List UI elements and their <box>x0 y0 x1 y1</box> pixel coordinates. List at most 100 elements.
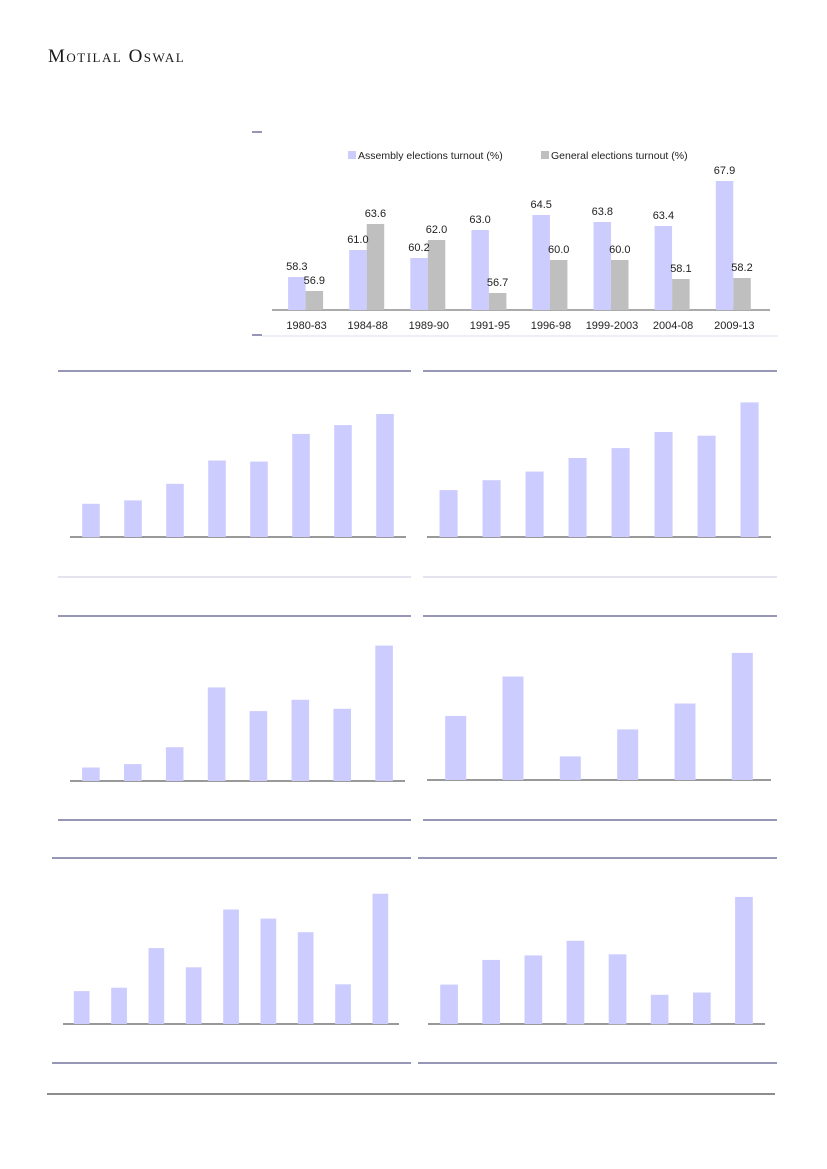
bar-8 <box>376 414 394 537</box>
brand-logo: Motilal Oswal <box>48 46 186 67</box>
label-assembly-2: 61.0 <box>347 234 368 246</box>
x-tick-5: 1996-98 <box>531 320 571 332</box>
bar-4 <box>208 460 226 537</box>
bar-3 <box>524 955 543 1024</box>
bar-assembly-2 <box>349 250 367 310</box>
small-chart-5 <box>63 893 399 1025</box>
bar-6 <box>731 652 753 780</box>
rules <box>47 131 778 1095</box>
bar-8 <box>740 402 759 537</box>
bar-4 <box>185 967 202 1024</box>
bar-6 <box>654 432 673 537</box>
label-assembly-7: 63.4 <box>653 210 674 222</box>
bar-1 <box>440 984 458 1024</box>
bar-assembly-4 <box>471 230 489 310</box>
x-tick-3: 1989-90 <box>409 320 449 332</box>
bar-9 <box>372 893 389 1024</box>
bar-3 <box>166 483 184 537</box>
bar-assembly-1 <box>288 277 306 310</box>
bar-1 <box>445 715 467 780</box>
small-chart-3 <box>70 645 405 782</box>
bar-2 <box>124 500 142 537</box>
bar-4 <box>617 729 639 780</box>
bar-5 <box>223 909 239 1024</box>
bar-6 <box>292 433 310 537</box>
bar-8 <box>375 645 393 781</box>
bar-1 <box>73 991 90 1024</box>
bar-5 <box>249 711 268 781</box>
bar-2 <box>482 480 501 537</box>
bar-1 <box>82 503 100 538</box>
bar-3 <box>165 747 184 781</box>
bar-general-1 <box>305 291 324 310</box>
turnout-chart: Assembly elections turnout (%) General e… <box>272 150 770 332</box>
bar-4 <box>207 687 226 781</box>
label-general-7: 58.1 <box>670 263 691 275</box>
bar-5 <box>674 703 696 780</box>
bar-general-8 <box>733 278 751 310</box>
bar-2 <box>111 987 127 1024</box>
label-general-3: 62.0 <box>426 224 447 236</box>
bar-8 <box>735 896 753 1024</box>
label-general-4: 56.7 <box>487 277 508 289</box>
bar-6 <box>260 918 277 1024</box>
label-assembly-4: 63.0 <box>469 214 490 226</box>
label-general-5: 60.0 <box>548 244 569 256</box>
bar-7 <box>333 708 351 781</box>
bars <box>288 181 751 310</box>
bar-6 <box>650 994 669 1025</box>
x-tick-6: 1999-2003 <box>586 320 639 332</box>
bar-7 <box>697 435 716 537</box>
legend-swatch-general <box>541 151 549 159</box>
bar-1 <box>439 490 458 537</box>
x-tick-1: 1980-83 <box>286 320 326 332</box>
small-chart-1 <box>70 414 406 538</box>
bar-assembly-8 <box>715 181 734 310</box>
data-labels: 58.3 56.9 61.0 63.6 60.2 62.0 63.0 56.7 64.5 60.0… <box>286 165 753 289</box>
label-general-8: 58.2 <box>731 262 752 274</box>
x-tick-2: 1984-88 <box>348 320 388 332</box>
legend: Assembly elections turnout (%) General e… <box>348 150 688 162</box>
small-chart-4 <box>427 652 771 781</box>
label-general-1: 56.9 <box>304 275 325 287</box>
bar-4 <box>566 940 585 1025</box>
bar-general-7 <box>672 279 690 310</box>
label-assembly-6: 63.8 <box>592 206 613 218</box>
bar-2 <box>502 676 524 780</box>
bar-general-5 <box>549 260 568 310</box>
bar-3 <box>525 471 544 537</box>
bar-assembly-3 <box>410 258 428 310</box>
label-assembly-1: 58.3 <box>286 261 307 273</box>
bar-5 <box>250 461 268 537</box>
bar-assembly-7 <box>654 226 673 310</box>
bar-1 <box>82 767 100 781</box>
bar-general-6 <box>611 260 629 310</box>
bar-2 <box>124 764 142 781</box>
bar-assembly-5 <box>532 215 550 310</box>
legend-swatch-assembly <box>348 151 356 159</box>
bar-8 <box>335 984 351 1024</box>
bar-4 <box>568 458 587 537</box>
bar-5 <box>611 448 630 537</box>
label-assembly-5: 64.5 <box>530 199 551 211</box>
x-tick-4: 1991-95 <box>470 320 510 332</box>
bar-general-3 <box>427 240 446 310</box>
bar-3 <box>559 756 581 780</box>
legend-label-general: General elections turnout (%) <box>551 150 688 162</box>
bar-3 <box>148 948 165 1024</box>
x-tick-8: 2009-13 <box>714 320 754 332</box>
bar-5 <box>608 954 627 1025</box>
x-tick-7: 2004-08 <box>653 320 693 332</box>
label-general-2: 63.6 <box>365 208 386 220</box>
bar-general-4 <box>488 293 507 310</box>
bar-7 <box>334 425 352 537</box>
bar-assembly-6 <box>593 222 611 310</box>
bar-2 <box>482 959 500 1024</box>
small-chart-2 <box>427 402 771 538</box>
label-general-6: 60.0 <box>609 244 630 256</box>
small-chart-6 <box>428 896 765 1025</box>
label-assembly-8: 67.9 <box>714 165 735 177</box>
x-tick-labels: 1980-83 1984-88 1989-90 1991-95 1996-98 1999-… <box>286 320 754 332</box>
bar-general-2 <box>366 224 385 310</box>
